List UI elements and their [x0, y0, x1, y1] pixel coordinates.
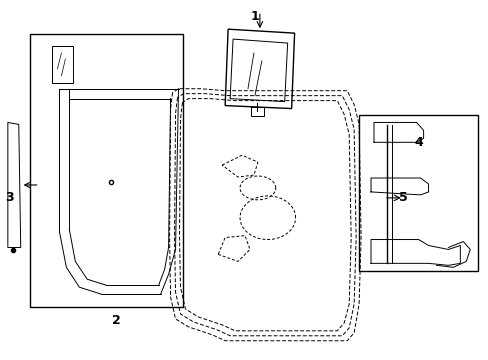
Text: 5: 5: [399, 192, 407, 204]
Bar: [30, 34, 183, 307]
Bar: [358, 114, 477, 271]
Text: 3: 3: [5, 192, 14, 204]
Text: 2: 2: [111, 314, 120, 327]
Text: 4: 4: [413, 136, 422, 149]
Text: 1: 1: [250, 10, 259, 23]
Bar: [250, 107, 264, 117]
